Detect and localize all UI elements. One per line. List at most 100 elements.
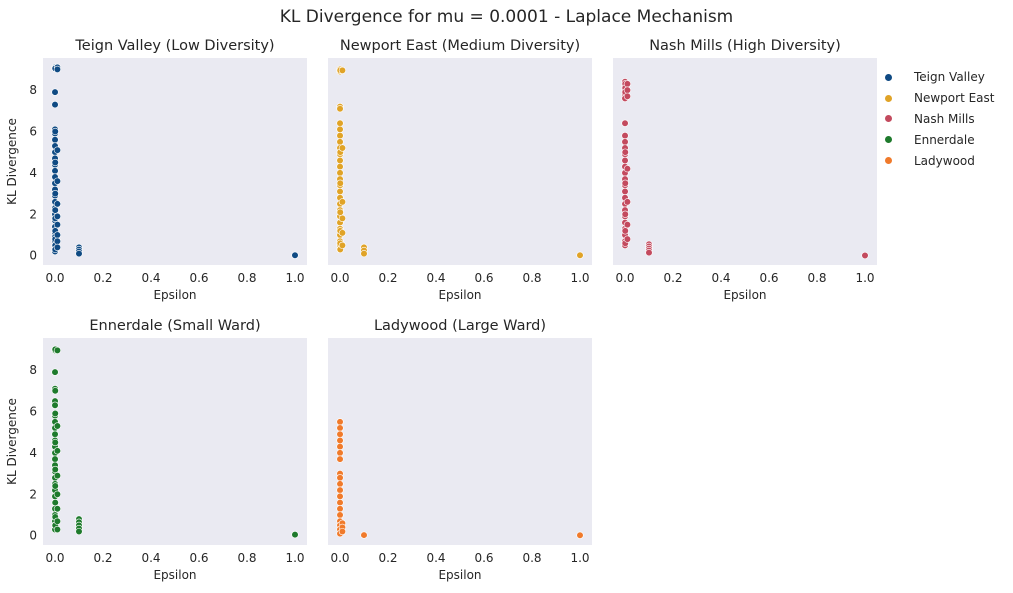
y-tick-label: 4: [29, 166, 37, 180]
data-point: [53, 346, 62, 355]
data-point: [623, 198, 632, 206]
plot-background: [328, 338, 592, 545]
plot-background: [328, 58, 592, 265]
data-point: [51, 189, 59, 198]
y-tick-label: 0: [29, 249, 37, 263]
y-tick-label: 8: [29, 363, 37, 377]
x-tick-label: 0.8: [237, 551, 256, 565]
x-tick-label: 0.2: [93, 551, 112, 565]
data-point: [51, 100, 59, 109]
legend-marker: [885, 73, 892, 81]
data-point: [338, 144, 347, 152]
data-point: [336, 474, 344, 482]
x-tick-label: 0.8: [522, 551, 541, 565]
data-point: [336, 105, 344, 113]
data-point: [53, 200, 62, 208]
data-point: [53, 422, 62, 430]
legend-label: Teign Valley: [914, 70, 985, 85]
data-point: [621, 138, 629, 146]
data-point: [336, 455, 344, 463]
legend-marker: [885, 157, 892, 165]
x-axis-label: Epsilon: [153, 288, 196, 302]
plot-background: [613, 58, 877, 265]
data-point: [51, 465, 59, 474]
data-point: [51, 401, 59, 409]
data-point: [53, 447, 62, 455]
subplot-title: Ennerdale (Small Ward): [89, 318, 260, 334]
x-tick-label: 0.6: [189, 551, 208, 565]
data-point: [338, 229, 347, 237]
y-tick-label: 8: [29, 83, 37, 97]
x-tick-label: 0.2: [378, 271, 397, 285]
data-point: [53, 472, 62, 480]
x-tick-label: 0.2: [663, 271, 682, 285]
data-point: [53, 212, 62, 220]
data-point: [336, 505, 344, 513]
x-tick-label: 0.6: [474, 551, 493, 565]
data-point: [621, 119, 629, 127]
x-tick-label: 0.8: [807, 271, 826, 285]
data-point: [53, 505, 62, 513]
x-tick-label: 0.4: [711, 271, 730, 285]
legend-item: Ladywood: [880, 150, 994, 171]
x-axis-label: Epsilon: [438, 288, 481, 302]
data-point: [336, 486, 344, 494]
figure-title: KL Divergence for mu = 0.0001 - Laplace …: [279, 7, 734, 27]
legend-label: Newport East: [914, 91, 995, 106]
data-point: [336, 424, 344, 432]
subplot: Nash Mills (High Diversity) 0.0 0.2 0.4 0.6 0…: [613, 38, 877, 302]
data-point: [51, 498, 59, 507]
y-tick-label: 6: [29, 124, 37, 138]
legend-marker: [885, 94, 892, 102]
data-point: [51, 167, 59, 175]
x-tick-label: 0.6: [189, 271, 208, 285]
x-tick-label: 0.0: [45, 271, 64, 285]
data-point: [51, 158, 59, 167]
data-point: [336, 208, 344, 216]
subplot: Ennerdale (Small Ward) 0.0 0.2 0.4 0.6 0.8 1.0…: [5, 318, 307, 582]
data-point: [623, 80, 632, 88]
y-tick-label: 2: [29, 207, 37, 221]
x-tick-label: 0.0: [330, 551, 349, 565]
data-point: [336, 430, 344, 438]
data-point: [51, 127, 59, 136]
legend-item: Nash Mills: [880, 109, 994, 130]
data-point: [53, 146, 62, 154]
data-point: [53, 231, 62, 239]
legend-marker: [885, 136, 892, 144]
legend-label: Ennerdale: [914, 132, 975, 147]
data-point: [338, 214, 347, 223]
legend: Teign Valley Newport East Nash Mills Enn…: [880, 67, 994, 171]
data-point: [336, 138, 344, 146]
subplot-title: Ladywood (Large Ward): [374, 318, 546, 334]
data-point: [51, 136, 59, 144]
data-point: [621, 148, 629, 156]
data-point: [576, 531, 584, 539]
data-point: [336, 169, 344, 177]
y-tick-label: 2: [29, 487, 37, 501]
x-tick-label: 0.0: [615, 271, 634, 285]
data-point: [53, 65, 62, 73]
data-point: [623, 92, 632, 100]
x-tick-label: 0.0: [45, 551, 64, 565]
data-point: [861, 251, 869, 260]
subplot: Ladywood (Large Ward) 0.0 0.2 0.4 0.6 0.8 1.0 E…: [328, 318, 592, 582]
data-point: [621, 210, 629, 218]
data-point: [336, 498, 344, 507]
data-point: [336, 132, 344, 140]
y-tick-label: 4: [29, 446, 37, 460]
x-axis-label: Epsilon: [438, 568, 481, 582]
data-point: [75, 250, 83, 258]
data-point: [621, 132, 629, 140]
data-point: [51, 430, 59, 438]
data-point: [336, 125, 344, 134]
data-point: [51, 409, 59, 418]
data-point: [336, 449, 344, 457]
data-point: [336, 443, 344, 451]
data-point: [360, 531, 368, 539]
data-point: [53, 517, 62, 525]
data-point: [51, 438, 59, 447]
subplot-title: Teign Valley (Low Diversity): [74, 38, 274, 54]
x-tick-label: 0.6: [759, 271, 778, 285]
data-point: [645, 248, 653, 257]
